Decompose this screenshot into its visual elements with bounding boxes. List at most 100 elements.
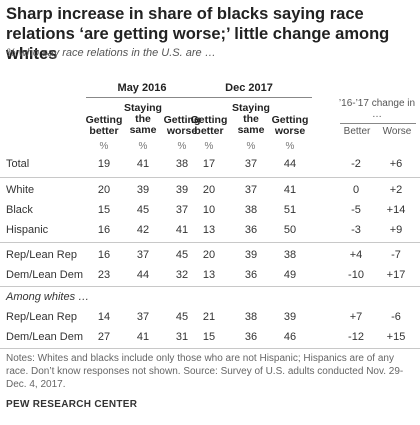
footnotes: Notes: Whites and blacks include only th… bbox=[6, 352, 414, 391]
change-cell: +6 bbox=[389, 158, 403, 170]
change-header: ’16-’17 change in … bbox=[338, 98, 416, 120]
row-label: Rep/Lean Rep bbox=[6, 311, 77, 323]
value-cell: 38 bbox=[283, 249, 297, 261]
value-cell: 45 bbox=[136, 204, 150, 216]
change-subhead-better: Better bbox=[343, 126, 371, 137]
col-header-same-2017: Staying the same bbox=[232, 102, 270, 136]
change-cell: 0 bbox=[352, 184, 360, 196]
value-cell: 37 bbox=[244, 184, 258, 196]
value-cell: 23 bbox=[97, 269, 111, 281]
change-cell: +9 bbox=[389, 224, 403, 236]
value-cell: 32 bbox=[175, 269, 189, 281]
source-text: Source: Survey of U.S. adults conducted … bbox=[6, 366, 404, 390]
value-cell: 37 bbox=[175, 204, 189, 216]
value-cell: 21 bbox=[202, 311, 216, 323]
value-cell: 44 bbox=[136, 269, 150, 281]
value-cell: 38 bbox=[244, 311, 258, 323]
pct-marker: % bbox=[138, 141, 148, 152]
change-cell: +15 bbox=[386, 331, 406, 343]
change-cell: +4 bbox=[349, 249, 363, 261]
value-cell: 15 bbox=[97, 204, 111, 216]
row-divider bbox=[0, 242, 420, 243]
change-cell: -10 bbox=[348, 269, 364, 281]
value-cell: 38 bbox=[244, 204, 258, 216]
change-cell: -2 bbox=[351, 158, 361, 170]
col-header-better-2016: Getting better bbox=[85, 114, 123, 137]
value-cell: 17 bbox=[202, 158, 216, 170]
pct-marker: % bbox=[204, 141, 214, 152]
value-cell: 45 bbox=[175, 249, 189, 261]
value-cell: 51 bbox=[283, 204, 297, 216]
chart-subtitle: % who say race relations in the U.S. are… bbox=[6, 47, 216, 59]
value-cell: 49 bbox=[283, 269, 297, 281]
row-label: White bbox=[6, 184, 35, 196]
value-cell: 44 bbox=[283, 158, 297, 170]
row-label: Dem/Lean Dem bbox=[6, 331, 84, 343]
value-cell: 16 bbox=[97, 249, 111, 261]
change-cell: -12 bbox=[348, 331, 364, 343]
value-cell: 36 bbox=[244, 331, 258, 343]
col-header-same-2016: Staying the same bbox=[124, 102, 162, 136]
value-cell: 36 bbox=[244, 269, 258, 281]
value-cell: 41 bbox=[136, 158, 150, 170]
value-cell: 27 bbox=[97, 331, 111, 343]
value-cell: 38 bbox=[175, 158, 189, 170]
row-label: Rep/Lean Rep bbox=[6, 249, 77, 261]
value-cell: 50 bbox=[283, 224, 297, 236]
value-cell: 39 bbox=[136, 184, 150, 196]
value-cell: 15 bbox=[202, 331, 216, 343]
row-label: Black bbox=[6, 204, 33, 216]
value-cell: 39 bbox=[283, 311, 297, 323]
value-cell: 19 bbox=[97, 158, 111, 170]
row-label: Hispanic bbox=[6, 224, 49, 236]
row-divider bbox=[0, 177, 420, 178]
change-cell: -3 bbox=[351, 224, 361, 236]
value-cell: 45 bbox=[175, 311, 189, 323]
change-cell: -5 bbox=[351, 204, 361, 216]
col-header-better-2017: Getting better bbox=[190, 114, 228, 137]
value-cell: 42 bbox=[136, 224, 150, 236]
value-cell: 37 bbox=[136, 311, 150, 323]
row-divider bbox=[0, 348, 420, 349]
row-label: Total bbox=[6, 158, 30, 170]
value-cell: 41 bbox=[136, 331, 150, 343]
change-cell: +7 bbox=[349, 311, 363, 323]
change-underline bbox=[340, 123, 416, 124]
group-underline-dec-2017 bbox=[190, 97, 312, 98]
value-cell: 16 bbox=[97, 224, 111, 236]
value-cell: 14 bbox=[97, 311, 111, 323]
value-cell: 10 bbox=[202, 204, 216, 216]
change-subhead-worse: Worse bbox=[382, 126, 412, 137]
value-cell: 20 bbox=[202, 184, 216, 196]
org-credit: PEW RESEARCH CENTER bbox=[6, 399, 138, 410]
change-cell: +17 bbox=[386, 269, 406, 281]
pct-marker: % bbox=[177, 141, 187, 152]
value-cell: 36 bbox=[244, 224, 258, 236]
change-cell: -7 bbox=[391, 249, 401, 261]
value-cell: 39 bbox=[175, 184, 189, 196]
value-cell: 31 bbox=[175, 331, 189, 343]
value-cell: 20 bbox=[202, 249, 216, 261]
change-cell: -6 bbox=[391, 311, 401, 323]
col-header-worse-2016: Getting worse bbox=[163, 114, 201, 137]
notes-text: Notes: Whites and blacks include only th… bbox=[6, 353, 394, 377]
value-cell: 46 bbox=[283, 331, 297, 343]
value-cell: 41 bbox=[175, 224, 189, 236]
group-underline-may-2016 bbox=[86, 97, 202, 98]
group-header-dec-2017: Dec 2017 bbox=[225, 82, 273, 94]
value-cell: 37 bbox=[136, 249, 150, 261]
change-cell: +2 bbox=[389, 184, 403, 196]
pct-marker: % bbox=[99, 141, 109, 152]
value-cell: 37 bbox=[244, 158, 258, 170]
group-header-may-2016: May 2016 bbox=[117, 82, 167, 94]
section-label-among-whites: Among whites … bbox=[6, 291, 90, 303]
pct-marker: % bbox=[246, 141, 256, 152]
row-label: Dem/Lean Dem bbox=[6, 269, 84, 281]
change-cell: +14 bbox=[386, 204, 406, 216]
pct-marker: % bbox=[285, 141, 295, 152]
value-cell: 20 bbox=[97, 184, 111, 196]
value-cell: 39 bbox=[244, 249, 258, 261]
value-cell: 41 bbox=[283, 184, 297, 196]
chart-title: Sharp increase in share of blacks saying… bbox=[6, 5, 390, 63]
col-header-worse-2017: Getting worse bbox=[271, 114, 309, 137]
